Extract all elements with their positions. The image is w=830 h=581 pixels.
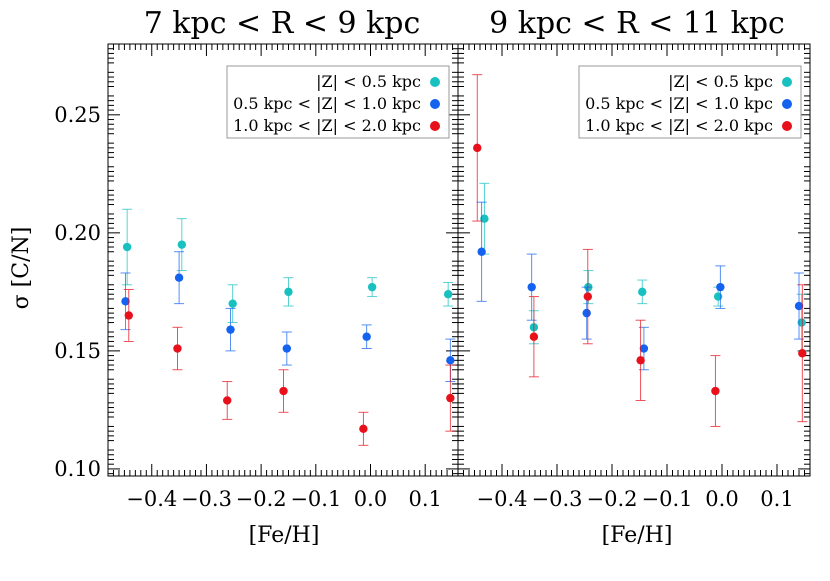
y-axis-label: σ [C/N] xyxy=(9,227,34,310)
data-point xyxy=(636,356,645,365)
data-point xyxy=(794,301,804,311)
x-tick-label: 0.0 xyxy=(354,487,387,511)
y-tick-label: 0.25 xyxy=(54,103,101,127)
data-point xyxy=(121,297,130,306)
data-point xyxy=(473,143,482,153)
series-2 xyxy=(123,289,456,446)
data-point xyxy=(716,282,725,292)
data-point xyxy=(477,247,486,256)
data-point xyxy=(284,287,293,297)
legend-label: |Z| < 0.5 kpc xyxy=(316,72,421,91)
panel-left-title: 7 kpc < R < 9 kpc xyxy=(144,6,421,41)
data-point xyxy=(228,299,237,308)
y-tick-label: 0.20 xyxy=(54,221,101,245)
data-point xyxy=(797,318,806,327)
y-tick-label: 0.15 xyxy=(54,339,101,363)
x-axis-label-left: [Fe/H] xyxy=(249,523,320,548)
data-point xyxy=(367,282,377,292)
legend-box xyxy=(578,65,802,139)
data-point xyxy=(177,240,187,249)
legend-box xyxy=(226,65,450,139)
legend-marker xyxy=(430,121,440,131)
panel-right: 9 kpc < R < 11 kpc −0.4 −0.3 −0.2 −0.1 0.0 0.… xyxy=(457,6,811,511)
data-point xyxy=(443,290,453,299)
legend-label: 1.0 kpc < |Z| < 2.0 kpc xyxy=(585,116,773,135)
data-point xyxy=(527,282,536,292)
x-tick-label: −0.2 xyxy=(236,487,287,511)
data-point xyxy=(122,242,132,252)
data-point xyxy=(173,344,182,353)
data-point xyxy=(362,332,371,341)
series-0 xyxy=(122,208,454,324)
data-point xyxy=(638,287,647,297)
data-point xyxy=(798,349,807,358)
x-tick-label: −0.3 xyxy=(181,487,232,511)
data-point xyxy=(582,308,591,318)
data-point xyxy=(226,325,235,334)
x-tick-label: 0.0 xyxy=(705,487,738,511)
legend: |Z| < 0.5 kpc 0.5 kpc < |Z| < 1.0 kpc 1.0 … xyxy=(578,65,802,139)
panel-left: 7 kpc < R < 9 kpc −0.4 −0.3 −0.2 −0.1 0.0 0.1… xyxy=(54,6,459,511)
legend: |Z| < 0.5 kpc 0.5 kpc < |Z| < 1.0 kpc 1.0 … xyxy=(226,65,450,139)
legend-marker xyxy=(430,99,440,109)
legend-marker xyxy=(430,77,440,87)
data-point xyxy=(279,386,288,396)
series-1 xyxy=(120,251,456,383)
legend-marker xyxy=(782,121,792,131)
legend-label: 0.5 kpc < |Z| < 1.0 kpc xyxy=(585,94,773,113)
data-point xyxy=(282,344,292,353)
data-point xyxy=(529,332,539,341)
x-tick-label: −0.1 xyxy=(290,487,341,511)
data-point xyxy=(480,214,489,223)
panel-right-title: 9 kpc < R < 11 kpc xyxy=(489,6,785,41)
series-2 xyxy=(472,74,808,427)
data-point xyxy=(174,273,184,282)
x-tick-label: −0.3 xyxy=(532,487,583,511)
data-point xyxy=(713,292,723,301)
data-point xyxy=(446,393,455,403)
legend-label: 1.0 kpc < |Z| < 2.0 kpc xyxy=(233,116,421,135)
x-tick-label: 0.1 xyxy=(760,487,793,511)
legend-label: 0.5 kpc < |Z| < 1.0 kpc xyxy=(233,94,421,113)
x-tick-label: 0.1 xyxy=(408,487,441,511)
x-axis-label-right: [Fe/H] xyxy=(602,523,673,548)
series-0 xyxy=(479,182,807,352)
data-point xyxy=(223,396,232,405)
y-tick-label: 0.10 xyxy=(54,457,101,481)
data-point xyxy=(583,292,592,301)
x-tick-label: −0.1 xyxy=(642,487,693,511)
data-point xyxy=(446,356,455,365)
legend-label: |Z| < 0.5 kpc xyxy=(668,72,773,91)
series-1 xyxy=(476,201,804,371)
x-tick-label: −0.4 xyxy=(477,487,528,511)
legend-marker xyxy=(782,77,792,87)
x-tick-label: −0.2 xyxy=(587,487,638,511)
data-point xyxy=(124,311,133,320)
data-point xyxy=(359,424,368,433)
data-point xyxy=(711,386,720,396)
data-point xyxy=(639,344,649,353)
legend-marker xyxy=(782,99,792,109)
x-tick-label: −0.4 xyxy=(126,487,177,511)
